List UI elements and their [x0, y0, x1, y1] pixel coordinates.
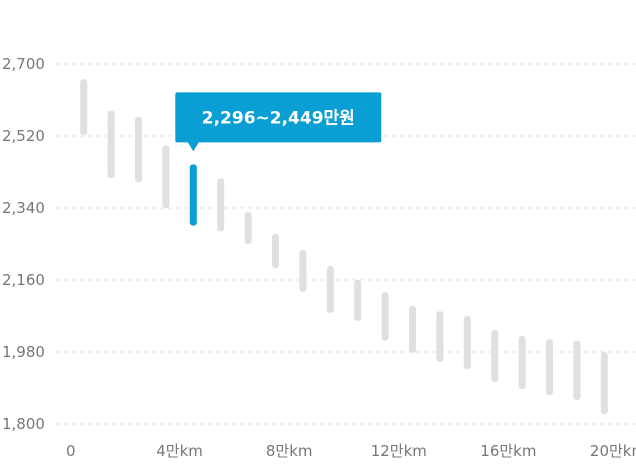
x-tick-label: 4만km [156, 442, 203, 460]
range-bar[interactable] [573, 340, 581, 400]
x-tick-label: 16만km [480, 442, 536, 460]
range-bar-highlighted[interactable] [189, 164, 197, 226]
range-bar[interactable] [381, 292, 389, 341]
y-tick-label: 1,980 [2, 343, 45, 361]
range-bar[interactable] [135, 116, 142, 182]
range-bar[interactable] [80, 79, 88, 136]
range-bar[interactable] [354, 280, 362, 321]
y-tick-label: 2,160 [2, 271, 45, 289]
tooltip-text: 2,296~2,449만원 [202, 108, 355, 128]
range-bar[interactable] [162, 145, 170, 208]
range-bar[interactable] [546, 339, 553, 396]
range-bar[interactable] [463, 316, 471, 370]
x-tick-label: 20만km [590, 442, 636, 460]
range-bar[interactable] [217, 178, 225, 232]
x-axis-ticks: 0 4만km 8만km 12만km 16만km 20만km [66, 442, 636, 460]
range-bar[interactable] [409, 306, 416, 353]
x-tick-label: 8만km [266, 442, 313, 460]
range-bar[interactable] [299, 250, 307, 292]
range-bar[interactable] [436, 311, 444, 362]
x-tick-label: 0 [66, 442, 76, 460]
range-bar[interactable] [107, 110, 115, 178]
tooltip-box [175, 92, 382, 143]
y-axis-ticks: 1,800 1,980 2,160 2,340 2,520 2,700 [2, 55, 45, 433]
range-bar[interactable] [491, 330, 499, 382]
y-tick-label: 1,800 [2, 415, 45, 433]
range-bar[interactable] [518, 336, 526, 390]
tooltip: 2,296~2,449만원 [175, 92, 382, 152]
range-bar[interactable] [244, 212, 252, 244]
x-tick-label: 12만km [371, 442, 427, 460]
tooltip-pointer [187, 141, 200, 152]
range-bar[interactable] [272, 234, 279, 268]
range-bars [80, 79, 608, 414]
y-tick-label: 2,340 [2, 199, 45, 217]
y-tick-label: 2,700 [2, 55, 45, 73]
y-tick-label: 2,520 [2, 127, 45, 145]
range-bar[interactable] [326, 266, 334, 313]
range-bar[interactable] [600, 352, 608, 414]
